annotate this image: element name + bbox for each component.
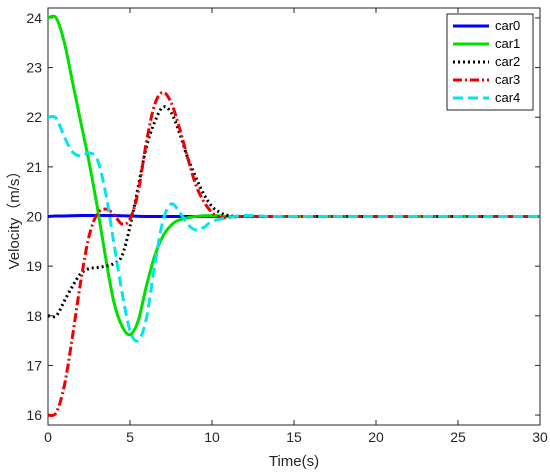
y-tick-label: 17 bbox=[26, 357, 42, 373]
legend-label-car2: car2 bbox=[495, 54, 520, 69]
legend-label-car1: car1 bbox=[495, 36, 520, 51]
series-line-car1 bbox=[48, 14, 540, 337]
y-axis-label: Velocity（m/s） bbox=[6, 164, 23, 270]
x-axis-label: Time(s) bbox=[269, 453, 319, 470]
x-tick-label: 20 bbox=[368, 429, 384, 445]
y-tick-label: 22 bbox=[26, 109, 42, 125]
x-tick-label: 5 bbox=[126, 429, 134, 445]
legend-label-car4: car4 bbox=[495, 90, 520, 105]
y-tick-label: 16 bbox=[26, 407, 42, 423]
legend-label-car3: car3 bbox=[495, 72, 520, 87]
y-tick-label: 21 bbox=[26, 159, 42, 175]
y-tick-label: 24 bbox=[26, 10, 42, 26]
y-tick-label: 19 bbox=[26, 258, 42, 274]
x-tick-label: 30 bbox=[532, 429, 548, 445]
legend-label-car0: car0 bbox=[495, 18, 520, 33]
x-tick-label: 0 bbox=[44, 429, 52, 445]
legend-box bbox=[446, 13, 534, 111]
series-line-car2 bbox=[48, 105, 540, 319]
x-tick-label: 10 bbox=[204, 429, 220, 445]
y-tick-label: 18 bbox=[26, 308, 42, 324]
x-tick-label: 25 bbox=[450, 429, 466, 445]
y-tick-label: 20 bbox=[26, 209, 42, 225]
series-line-car3 bbox=[48, 90, 540, 418]
series-line-car4 bbox=[48, 114, 540, 343]
y-tick-label: 23 bbox=[26, 60, 42, 76]
x-tick-label: 15 bbox=[286, 429, 302, 445]
